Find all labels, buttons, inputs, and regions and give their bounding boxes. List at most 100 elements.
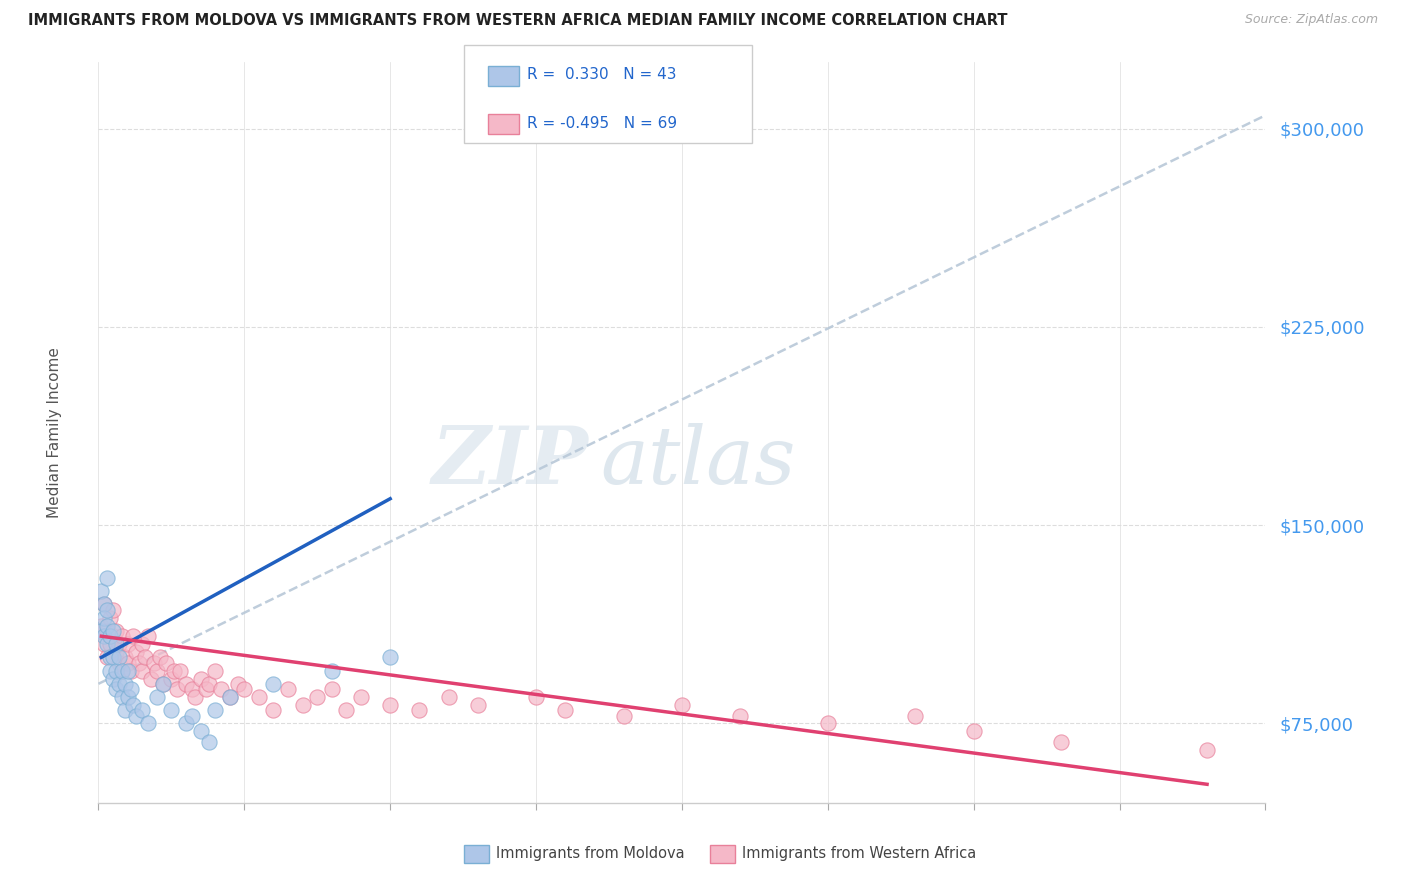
Point [730, 708, 752, 723]
Point [122, 629, 145, 643]
Point [152, 677, 174, 691]
Text: R = -0.495   N = 69: R = -0.495 N = 69 [527, 116, 678, 130]
Point [904, 708, 927, 723]
Point [90, 618, 112, 632]
Text: Source: ZipAtlas.com: Source: ZipAtlas.com [1244, 13, 1378, 27]
Point [262, 703, 284, 717]
Point [146, 664, 169, 678]
Point [131, 703, 153, 717]
Text: Median Family Income: Median Family Income [46, 347, 62, 518]
Point [117, 664, 139, 678]
Point [233, 682, 256, 697]
Point [108, 650, 131, 665]
Point [321, 682, 343, 697]
Point [117, 690, 139, 704]
Point [136, 716, 159, 731]
Point [108, 677, 131, 691]
Point [380, 650, 402, 665]
Point [180, 682, 202, 697]
Point [101, 624, 124, 638]
Point [335, 703, 357, 717]
Point [174, 716, 197, 731]
Point [96, 571, 118, 585]
Point [93, 610, 115, 624]
Point [183, 690, 205, 704]
Point [554, 703, 576, 717]
Point [146, 690, 169, 704]
Point [190, 724, 212, 739]
Point [98, 610, 121, 624]
Point [125, 645, 148, 659]
Point [160, 703, 183, 717]
Text: IMMIGRANTS FROM MOLDOVA VS IMMIGRANTS FROM WESTERN AFRICA MEDIAN FAMILY INCOME C: IMMIGRANTS FROM MOLDOVA VS IMMIGRANTS FR… [28, 13, 1008, 29]
Point [190, 672, 212, 686]
Point [131, 664, 153, 678]
Point [142, 656, 165, 670]
Point [98, 637, 121, 651]
Point [96, 603, 118, 617]
Point [101, 650, 124, 665]
Point [1195, 743, 1218, 757]
Point [101, 629, 124, 643]
Point [120, 682, 142, 697]
Point [174, 677, 197, 691]
Text: ZIP: ZIP [432, 424, 589, 501]
Point [291, 698, 314, 712]
Point [218, 690, 240, 704]
Point [128, 656, 150, 670]
Point [96, 618, 118, 632]
Point [204, 703, 226, 717]
Point [195, 682, 218, 697]
Point [111, 664, 134, 678]
Point [111, 664, 134, 678]
Point [152, 677, 174, 691]
Point [114, 677, 136, 691]
Point [93, 598, 115, 612]
Point [93, 629, 115, 643]
Point [1050, 735, 1073, 749]
Point [104, 624, 127, 638]
Text: Immigrants from Moldova: Immigrants from Moldova [496, 847, 685, 861]
Point [467, 698, 489, 712]
Text: atlas: atlas [600, 424, 796, 501]
Point [90, 624, 112, 638]
Point [169, 664, 191, 678]
Point [104, 682, 127, 697]
Point [163, 664, 186, 678]
Point [108, 637, 131, 651]
Point [671, 698, 693, 712]
Point [90, 584, 112, 599]
Point [101, 672, 124, 686]
Point [160, 672, 183, 686]
Point [96, 650, 118, 665]
Point [131, 637, 153, 651]
Point [111, 629, 134, 643]
Point [96, 624, 118, 638]
Point [136, 629, 159, 643]
Point [114, 703, 136, 717]
Point [117, 637, 139, 651]
Text: Immigrants from Western Africa: Immigrants from Western Africa [742, 847, 977, 861]
Point [104, 664, 127, 678]
Point [98, 650, 121, 665]
Point [180, 708, 202, 723]
Point [321, 664, 343, 678]
Point [125, 708, 148, 723]
Point [247, 690, 270, 704]
Point [104, 637, 127, 651]
Point [209, 682, 232, 697]
Point [380, 698, 402, 712]
Point [104, 645, 127, 659]
Point [93, 598, 115, 612]
Point [166, 682, 188, 697]
Point [198, 735, 221, 749]
Point [262, 677, 284, 691]
Point [149, 650, 172, 665]
Point [108, 656, 131, 670]
Point [155, 656, 177, 670]
Point [408, 703, 430, 717]
Point [962, 724, 984, 739]
Point [350, 690, 373, 704]
Point [93, 637, 115, 651]
Point [218, 690, 240, 704]
